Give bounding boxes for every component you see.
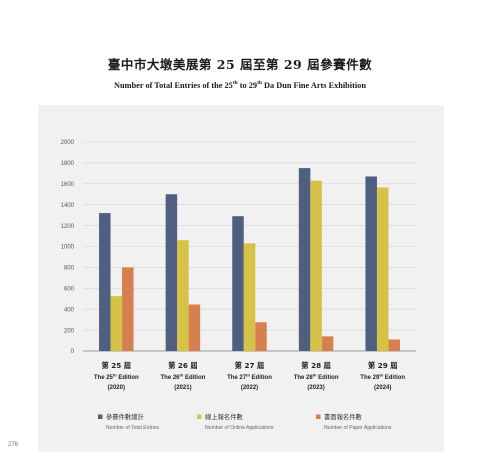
bar-online <box>110 296 123 351</box>
bar-online <box>177 240 189 351</box>
y-tick-label: 1600 <box>61 182 75 188</box>
x-tick-label-en: The 27th Edition <box>227 373 272 381</box>
y-tick-label: 0 <box>71 349 75 355</box>
legend-label-en: Number of Online Applications <box>205 425 274 431</box>
bar-online <box>310 180 322 351</box>
subtitle-part: Da Dun Fine Arts Exhibition <box>261 80 366 90</box>
chart-title: 臺中市大墩美展第 25 屆至第 29 屆參賽件數 <box>107 57 373 72</box>
legend-label: 書面報名件數 <box>324 412 362 421</box>
x-tick-label-en: The 28th Edition <box>294 373 339 381</box>
x-tick-label: 第 26 屆 <box>168 361 197 370</box>
y-tick-label: 1400 <box>61 203 75 209</box>
bar-total <box>165 194 178 351</box>
page-number: 276 <box>8 442 19 448</box>
x-tick-label-year: (2022) <box>241 385 258 391</box>
legend-label-en: Number of Paper Applications <box>324 425 392 431</box>
chart-subtitle: Number of Total Entries of the 25th to 2… <box>0 80 480 90</box>
legend-label-en: Number of Total Entries <box>106 425 160 431</box>
bar-paper <box>388 339 400 351</box>
subtitle-sup: th <box>232 80 238 86</box>
y-tick-label: 600 <box>64 287 75 293</box>
bar-total <box>365 176 377 351</box>
subtitle-part: to 29 <box>237 80 258 90</box>
bar-paper <box>122 267 134 351</box>
subtitle-sup: th <box>257 80 262 86</box>
y-tick-label: 800 <box>64 266 75 272</box>
x-tick-label: 第 29 屆 <box>368 361 397 370</box>
x-tick-label-en: The 29th Edition <box>360 373 405 381</box>
legend-swatch-online <box>197 414 202 419</box>
bar-total <box>99 213 111 351</box>
y-tick-label: 1000 <box>61 245 75 251</box>
legend-label: 線上報名件數 <box>205 412 243 421</box>
x-tick-label-en: The 26th Edition <box>161 373 206 381</box>
x-tick-label-year: (2020) <box>108 385 125 391</box>
x-tick-label-en: The 25th Edition <box>94 373 139 381</box>
y-tick-label: 1200 <box>61 224 75 230</box>
x-tick-label: 第 25 屆 <box>102 361 131 370</box>
y-tick-label: 2000 <box>61 140 75 146</box>
legend-label: 參賽件數總計 <box>106 412 144 421</box>
bar-online <box>243 243 256 351</box>
legend-swatch-paper <box>316 414 321 419</box>
legend-swatch-total <box>98 414 103 419</box>
x-tick-label: 第 28 屆 <box>301 361 330 370</box>
y-tick-label: 1800 <box>61 161 75 167</box>
x-tick-label-year: (2024) <box>374 385 391 391</box>
y-tick-label: 400 <box>64 307 75 313</box>
bar-paper <box>321 336 334 351</box>
bar-total <box>298 168 311 351</box>
bar-paper <box>255 322 267 351</box>
x-tick-label-year: (2021) <box>174 385 191 391</box>
bar-total <box>232 216 244 351</box>
bar-online <box>376 187 389 351</box>
y-tick-label: 200 <box>64 328 75 334</box>
bar-paper <box>188 304 201 351</box>
x-tick-label: 第 27 屆 <box>235 361 264 370</box>
subtitle-part: Number of Total Entries of the 25 <box>114 80 233 90</box>
x-tick-label-year: (2023) <box>307 385 324 391</box>
